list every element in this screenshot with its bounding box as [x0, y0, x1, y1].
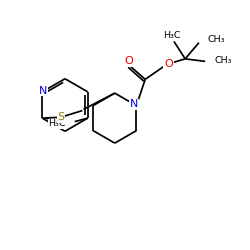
Text: CH₃: CH₃: [208, 35, 226, 44]
Text: N: N: [39, 86, 48, 96]
Text: S: S: [58, 112, 64, 122]
Text: CH₃: CH₃: [215, 56, 232, 65]
Text: O: O: [164, 59, 173, 69]
Text: O: O: [125, 56, 134, 66]
Text: H₃C: H₃C: [163, 31, 180, 40]
Text: H₃C: H₃C: [48, 120, 66, 128]
Text: N: N: [130, 100, 138, 110]
